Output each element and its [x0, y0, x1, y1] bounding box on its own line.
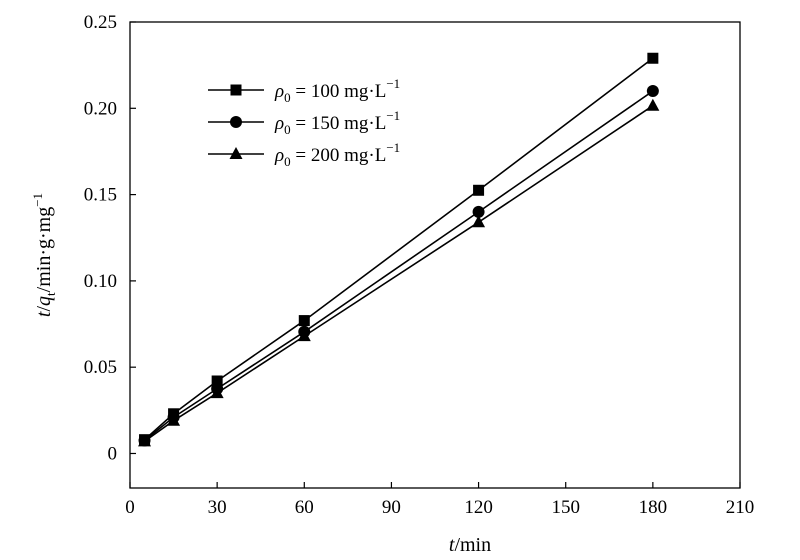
axis-ticks: 0 30 60 90 120 150 180 210 0 0.05 0.10 0.15 0.20 0.25 — [84, 12, 755, 518]
square-marker — [647, 52, 659, 64]
series-layer — [138, 52, 660, 447]
y-tick-label: 0.15 — [84, 185, 117, 206]
triangle-marker — [229, 147, 243, 159]
series-line — [144, 105, 654, 443]
triangle-marker — [646, 98, 660, 111]
triangle-marker — [472, 215, 486, 228]
circle-marker — [230, 116, 242, 128]
x-tick-label: 90 — [382, 497, 401, 518]
series-triangle — [138, 98, 660, 447]
triangle-marker — [167, 413, 181, 426]
square-marker — [211, 375, 223, 387]
plot-frame — [129, 21, 741, 489]
legend-entry: ρ0 = 200 mg·L−1 — [208, 140, 400, 169]
x-axis-title: t/min — [449, 534, 491, 556]
circle-marker — [646, 85, 659, 98]
legend-label: ρ0 = 200 mg·L−1 — [274, 140, 400, 169]
legend: ρ0 = 100 mg·L−1 ρ0 = 150 mg·L−1 ρ0 = 200 m… — [208, 76, 400, 169]
y-tick-label: 0.05 — [84, 357, 117, 378]
square-marker — [230, 84, 242, 96]
circle-marker — [472, 205, 485, 218]
y-axis-title: t/qt/min·g·mg−1 — [30, 193, 58, 317]
legend-entry: ρ0 = 150 mg·L−1 — [208, 108, 400, 137]
x-tick-label: 150 — [551, 497, 580, 518]
x-tick-label: 180 — [639, 497, 668, 518]
x-tick-label: 60 — [295, 497, 314, 518]
triangle-marker — [210, 386, 224, 399]
series-line — [144, 90, 654, 442]
x-tick-label: 120 — [464, 497, 493, 518]
legend-label: ρ0 = 100 mg·L−1 — [274, 76, 400, 105]
legend-entry: ρ0 = 100 mg·L−1 — [208, 76, 400, 105]
triangle-marker — [297, 329, 311, 342]
triangle-marker — [138, 434, 152, 447]
square-marker — [473, 184, 485, 196]
y-tick-label: 0.20 — [84, 98, 117, 119]
y-tick-label: 0.25 — [84, 12, 117, 33]
y-tick-label: 0 — [108, 443, 118, 464]
y-tick-label: 0.10 — [84, 271, 117, 292]
x-tick-label: 210 — [726, 497, 755, 518]
x-tick-label: 30 — [208, 497, 227, 518]
square-marker — [298, 315, 310, 327]
x-tick-label: 0 — [125, 497, 135, 518]
legend-label: ρ0 = 150 mg·L−1 — [274, 108, 400, 137]
